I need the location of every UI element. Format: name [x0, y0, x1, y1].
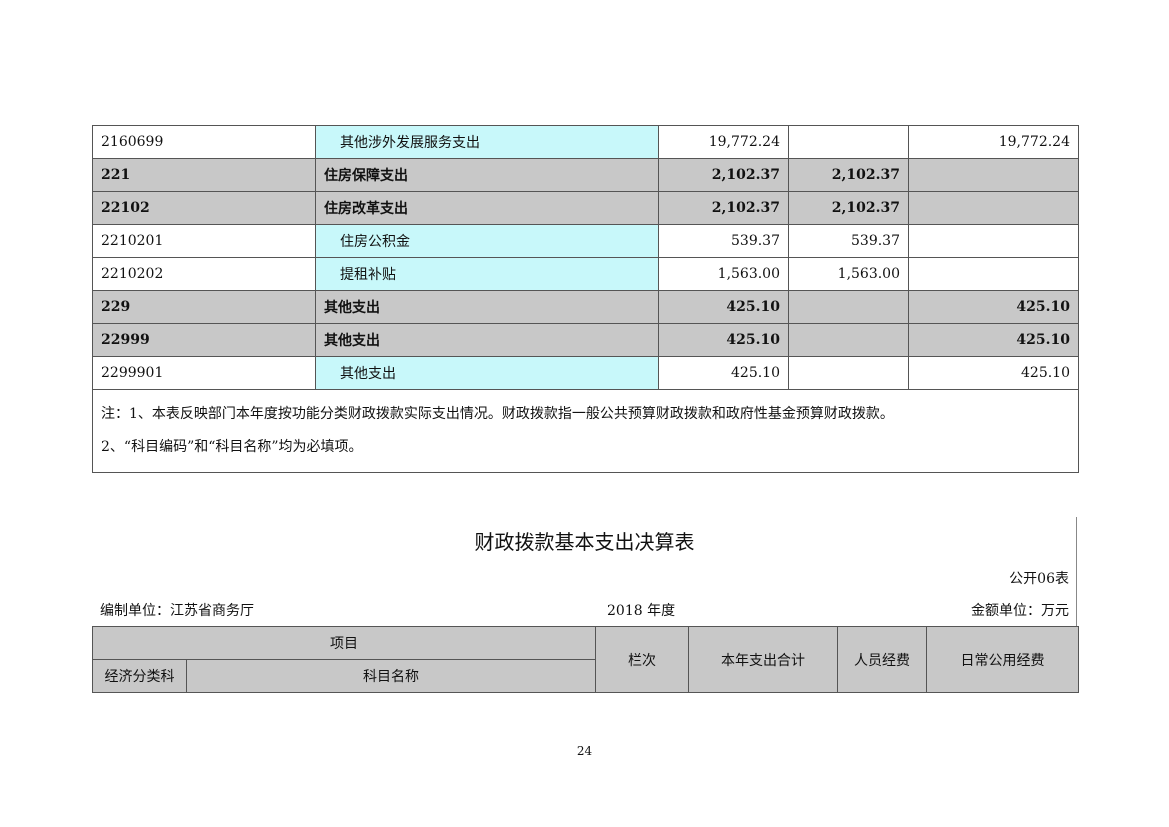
row-name: 其他支出	[315, 323, 659, 357]
fiscal-year: 2018 年度	[607, 603, 676, 619]
compiling-unit: 编制单位：江苏省商务厅	[100, 603, 254, 619]
row-code: 2210202	[92, 257, 316, 291]
form-number: 公开06表	[1009, 571, 1069, 587]
header-total: 本年支出合计	[688, 626, 838, 693]
row-basic: 2,102.37	[788, 191, 909, 225]
row-project: 425.10	[908, 356, 1079, 390]
row-total: 2,102.37	[658, 191, 789, 225]
row-total: 425.10	[658, 323, 789, 357]
row-total: 539.37	[658, 224, 789, 258]
row-name: 住房公积金	[315, 224, 659, 258]
row-code: 2160699	[92, 125, 316, 159]
header-subject-name: 科目名称	[186, 659, 596, 693]
row-total: 1,563.00	[658, 257, 789, 291]
header-personnel: 人员经费	[837, 626, 927, 693]
table-row: 22999 其他支出 425.10 425.10	[92, 323, 1079, 357]
table-row: 229 其他支出 425.10 425.10	[92, 290, 1079, 324]
row-code: 2210201	[92, 224, 316, 258]
row-basic	[788, 323, 909, 357]
row-total: 425.10	[658, 290, 789, 324]
basic-expenditure-table: 项目 栏次 本年支出合计 人员经费 日常公用经费 经济分类科 科目名称	[92, 626, 1079, 693]
functional-expenditure-table: 2160699 其他涉外发展服务支出 19,772.24 19,772.24 221 住房…	[92, 125, 1079, 473]
row-code: 22999	[92, 323, 316, 357]
row-name: 其他支出	[315, 356, 659, 390]
row-name: 住房保障支出	[315, 158, 659, 192]
header-econ-class: 经济分类科	[92, 659, 187, 693]
row-name: 提租补贴	[315, 257, 659, 291]
currency-unit: 金额单位：万元	[971, 603, 1069, 619]
table-row: 2210201 住房公积金 539.37 539.37	[92, 224, 1079, 258]
row-basic	[788, 125, 909, 159]
row-project: 19,772.24	[908, 125, 1079, 159]
row-basic: 1,563.00	[788, 257, 909, 291]
row-code: 221	[92, 158, 316, 192]
row-total: 2,102.37	[658, 158, 789, 192]
page-number: 24	[576, 744, 593, 758]
row-code: 229	[92, 290, 316, 324]
row-total: 19,772.24	[658, 125, 789, 159]
row-project	[908, 158, 1079, 192]
row-basic	[788, 290, 909, 324]
row-name: 其他涉外发展服务支出	[315, 125, 659, 159]
row-name: 其他支出	[315, 290, 659, 324]
row-project: 425.10	[908, 323, 1079, 357]
table-row: 2210202 提租补贴 1,563.00 1,563.00	[92, 257, 1079, 291]
note-1: 注：1、本表反映部门本年度按功能分类财政拨款实际支出情况。财政拨款指一般公共预算…	[101, 406, 894, 422]
row-basic	[788, 356, 909, 390]
header-item: 项目	[92, 626, 596, 660]
row-total: 425.10	[658, 356, 789, 390]
row-code: 2299901	[92, 356, 316, 390]
row-basic: 539.37	[788, 224, 909, 258]
row-code: 22102	[92, 191, 316, 225]
row-project	[908, 257, 1079, 291]
row-project: 425.10	[908, 290, 1079, 324]
header-public: 日常公用经费	[926, 626, 1079, 693]
border-line	[1076, 517, 1077, 627]
table-notes: 注：1、本表反映部门本年度按功能分类财政拨款实际支出情况。财政拨款指一般公共预算…	[92, 389, 1079, 473]
row-project	[908, 224, 1079, 258]
row-basic: 2,102.37	[788, 158, 909, 192]
table-title: 财政拨款基本支出决算表	[474, 530, 695, 554]
note-2: 2、“科目编码”和“科目名称”均为必填项。	[101, 439, 363, 455]
table-row: 221 住房保障支出 2,102.37 2,102.37	[92, 158, 1079, 192]
row-project	[908, 191, 1079, 225]
table-row: 22102 住房改革支出 2,102.37 2,102.37	[92, 191, 1079, 225]
row-name: 住房改革支出	[315, 191, 659, 225]
table-row: 2160699 其他涉外发展服务支出 19,772.24 19,772.24	[92, 125, 1079, 159]
header-column-no: 栏次	[595, 626, 689, 693]
table-row: 2299901 其他支出 425.10 425.10	[92, 356, 1079, 390]
